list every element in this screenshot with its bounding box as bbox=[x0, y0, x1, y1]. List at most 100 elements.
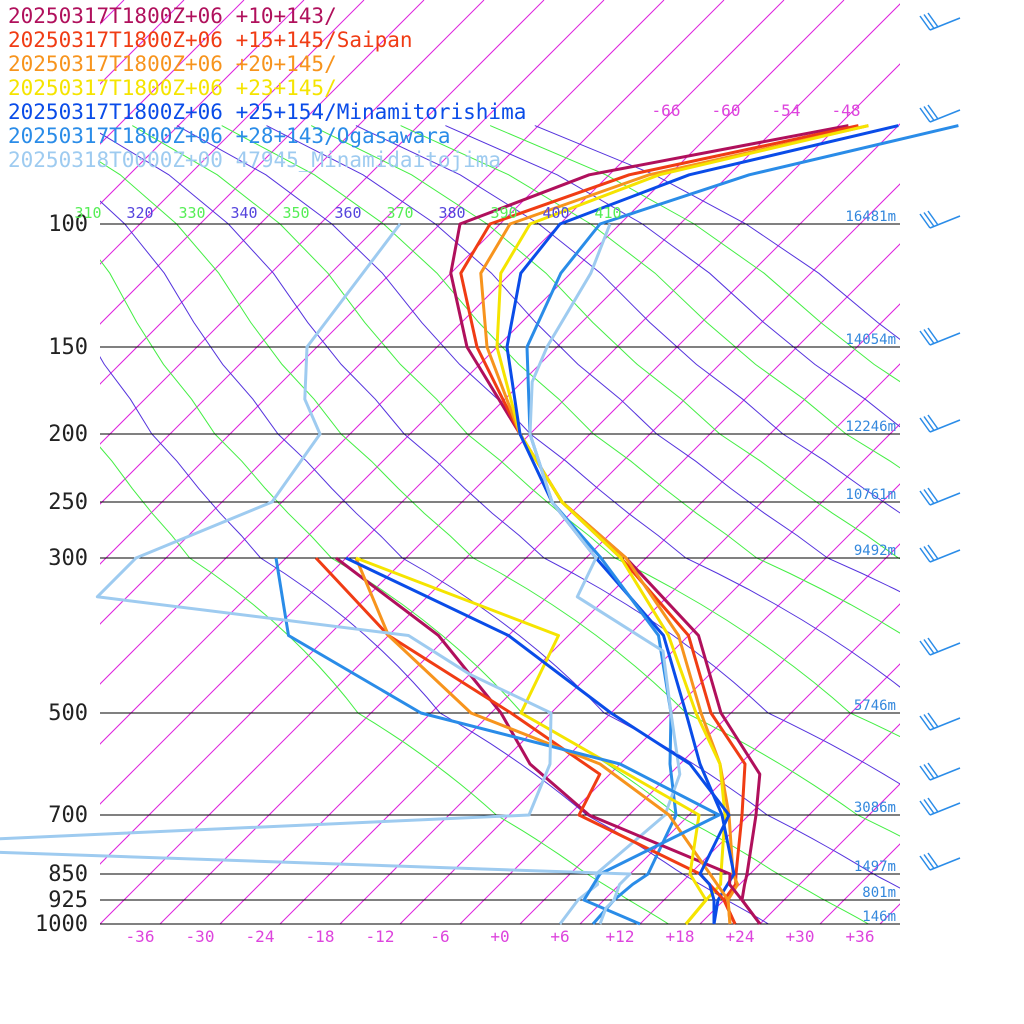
wind-barb bbox=[929, 109, 961, 123]
legend: 20250317T1800Z+06 +10+143/20250317T1800Z… bbox=[8, 4, 526, 172]
isotherm-line bbox=[100, 0, 545, 445]
isotherm-label: -60 bbox=[712, 101, 741, 120]
wind-barb-feather bbox=[927, 12, 939, 28]
x-tick-label: -36 bbox=[126, 927, 155, 946]
wind-barb-feather bbox=[919, 640, 931, 656]
dewpoint-trace bbox=[345, 556, 731, 924]
theta-label: 410 bbox=[594, 204, 621, 222]
wind-barbs bbox=[919, 12, 961, 871]
isotherm-label: -48 bbox=[832, 101, 861, 120]
legend-entry: 20250317T1800Z+06 +20+145/ bbox=[8, 52, 337, 76]
wind-barb-feather bbox=[927, 414, 939, 430]
wind-barb-feather bbox=[923, 854, 935, 869]
x-tick-label: -18 bbox=[306, 927, 335, 946]
theta-label: 340 bbox=[230, 204, 257, 222]
adiabat-line bbox=[355, 125, 900, 514]
x-tick-label: +30 bbox=[786, 927, 815, 946]
pressure-label: 700 bbox=[48, 803, 88, 828]
legend-entry: 20250317T1800Z+06 +23+145/ bbox=[8, 76, 337, 100]
wind-barb-feather bbox=[919, 800, 931, 816]
dewpoint-trace bbox=[274, 557, 721, 926]
theta-label: 360 bbox=[334, 204, 361, 222]
isotherm-label: -66 bbox=[652, 101, 681, 120]
isobar-lines bbox=[100, 223, 900, 925]
theta-label: 370 bbox=[386, 204, 413, 222]
isotherm-line bbox=[940, 0, 1024, 924]
adiabat-line bbox=[310, 125, 900, 560]
x-tick-label: -12 bbox=[366, 927, 395, 946]
wind-barb-feather bbox=[919, 855, 931, 871]
dewpoint-trace bbox=[354, 557, 732, 925]
wind-barb-feather bbox=[923, 639, 935, 654]
wind-barb-feather bbox=[923, 764, 935, 779]
wind-barb-feather bbox=[927, 762, 939, 778]
wind-barb-feather bbox=[919, 417, 931, 433]
wind-barb-feather bbox=[923, 14, 935, 29]
height-label: 146m bbox=[862, 909, 896, 925]
theta-label: 350 bbox=[282, 204, 309, 222]
isotherm-line bbox=[219, 243, 900, 924]
wind-barb bbox=[929, 857, 961, 871]
adiabat-line bbox=[100, 161, 900, 837]
isotherm-line bbox=[579, 603, 900, 924]
pressure-label: 500 bbox=[48, 701, 88, 726]
legend-entry: 20250317T1800Z+06 +28+143/Ogasawara bbox=[8, 124, 451, 148]
adiabat-line bbox=[400, 125, 900, 469]
isotherm-label: -54 bbox=[772, 101, 801, 120]
isotherm-lines bbox=[100, 0, 1024, 924]
wind-barb-feather bbox=[919, 765, 931, 781]
pressure-label: 1000 bbox=[35, 912, 88, 937]
wind-barb bbox=[929, 332, 961, 346]
temperature-trace bbox=[479, 124, 869, 925]
x-tick-label: -6 bbox=[430, 927, 449, 946]
wind-barb-feather bbox=[919, 330, 931, 346]
theta-label: 380 bbox=[438, 204, 465, 222]
adiabat-line bbox=[100, 356, 769, 924]
wind-barb-feather bbox=[923, 714, 935, 729]
isotherm-line bbox=[819, 843, 900, 924]
theta-label: 330 bbox=[178, 204, 205, 222]
wind-barb-feather bbox=[923, 106, 935, 121]
pressure-label: 100 bbox=[48, 212, 88, 237]
wind-barb bbox=[929, 802, 961, 816]
isotherm-line bbox=[100, 0, 485, 385]
isotherm-line bbox=[100, 0, 845, 745]
dewpoint-trace bbox=[0, 223, 632, 925]
wind-barb-feather bbox=[923, 329, 935, 344]
axis-labels: 100 16481m 150 14054m 200 12246m 250 10761m 300 9… bbox=[35, 101, 896, 946]
wind-barb-feather bbox=[919, 15, 931, 31]
isotherm-line bbox=[399, 423, 900, 924]
isotherm-line bbox=[459, 483, 900, 924]
isotherm-line bbox=[159, 183, 900, 924]
pressure-label: 300 bbox=[48, 546, 88, 571]
wind-barb-feather bbox=[927, 797, 939, 813]
wind-barb-feather bbox=[927, 544, 939, 560]
wind-barb-feather bbox=[923, 489, 935, 504]
wind-barb-feather bbox=[927, 637, 939, 653]
wind-barb-feather bbox=[919, 213, 931, 229]
height-label: 14054m bbox=[845, 332, 896, 348]
pressure-label: 200 bbox=[48, 422, 88, 447]
sounding-profiles bbox=[0, 124, 959, 926]
wind-barb-feather bbox=[927, 210, 939, 226]
height-label: 5746m bbox=[854, 698, 896, 714]
wind-barb-feather bbox=[919, 547, 931, 563]
pressure-label: 925 bbox=[48, 888, 88, 913]
isotherm-line bbox=[100, 0, 605, 505]
x-tick-label: +12 bbox=[606, 927, 635, 946]
adiabat-line bbox=[100, 132, 900, 785]
height-label: 12246m bbox=[845, 419, 896, 435]
isotherm-line bbox=[1000, 0, 1024, 924]
isotherm-line bbox=[100, 0, 305, 205]
dewpoint-trace bbox=[335, 556, 762, 925]
isotherm-line bbox=[639, 663, 900, 924]
height-label: 9492m bbox=[854, 543, 896, 559]
wind-barb-feather bbox=[927, 327, 939, 343]
pressure-label: 250 bbox=[48, 490, 88, 515]
wind-barb-feather bbox=[927, 852, 939, 868]
theta-label: 390 bbox=[490, 204, 517, 222]
legend-entry: 20250318T0000Z+00 47945_Minamidaitojima bbox=[8, 148, 501, 172]
legend-entry: 20250317T1800Z+06 +25+154/Minamitorishim… bbox=[8, 100, 526, 124]
wind-barb-feather bbox=[923, 416, 935, 431]
